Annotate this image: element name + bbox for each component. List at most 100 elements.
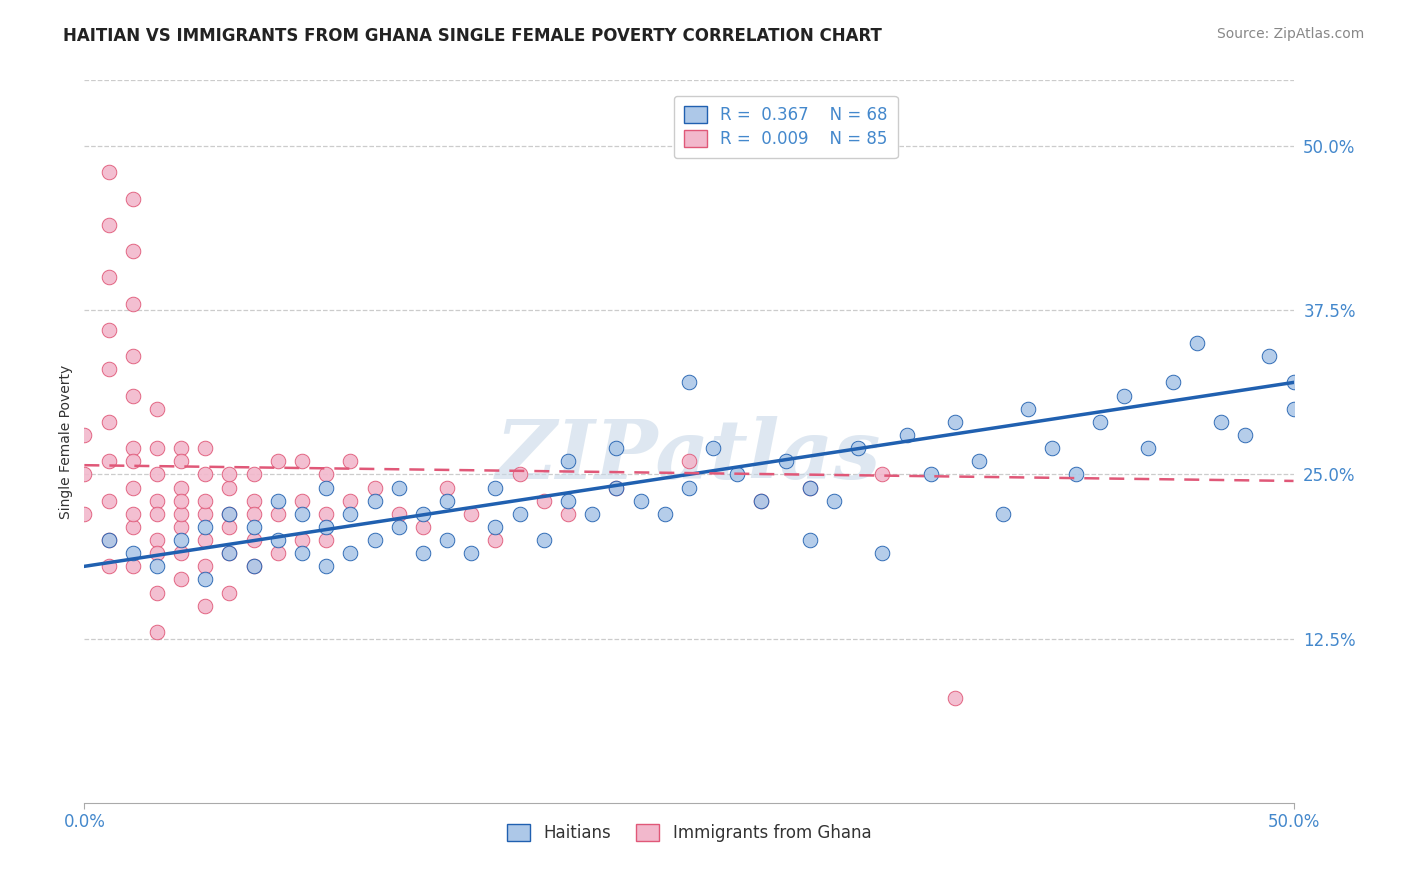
Point [1234,428,1257,442]
Point [823,493,845,508]
Point [146,559,169,574]
Point [194,533,217,547]
Point [121,388,143,402]
Legend: Haitians, Immigrants from Ghana: Haitians, Immigrants from Ghana [501,817,877,848]
Point [436,493,458,508]
Point [339,507,361,521]
Point [678,454,700,468]
Point [751,493,773,508]
Point [1282,376,1305,390]
Point [97,454,120,468]
Point [315,533,337,547]
Point [121,296,143,310]
Text: Source: ZipAtlas.com: Source: ZipAtlas.com [1216,27,1364,41]
Point [146,507,169,521]
Point [1088,415,1111,429]
Point [678,481,700,495]
Point [242,533,264,547]
Point [751,493,773,508]
Point [943,415,966,429]
Point [533,493,555,508]
Text: HAITIAN VS IMMIGRANTS FROM GHANA SINGLE FEMALE POVERTY CORRELATION CHART: HAITIAN VS IMMIGRANTS FROM GHANA SINGLE … [63,27,882,45]
Point [363,481,385,495]
Point [218,585,240,599]
Point [121,454,143,468]
Point [170,546,193,560]
Point [121,507,143,521]
Point [146,533,169,547]
Point [121,441,143,455]
Point [388,520,411,534]
Point [412,546,434,560]
Point [725,467,748,482]
Point [97,218,120,232]
Point [872,467,894,482]
Point [170,493,193,508]
Point [363,533,385,547]
Point [242,559,264,574]
Point [1282,401,1305,416]
Point [775,454,797,468]
Point [218,546,240,560]
Point [315,507,337,521]
Point [557,454,579,468]
Point [146,546,169,560]
Point [267,507,290,521]
Point [121,520,143,534]
Point [267,454,290,468]
Point [1017,401,1039,416]
Point [97,362,120,376]
Point [654,507,676,521]
Point [339,546,361,560]
Point [121,546,143,560]
Point [121,349,143,363]
Point [194,599,217,613]
Point [484,481,506,495]
Point [1209,415,1232,429]
Point [146,401,169,416]
Point [339,454,361,468]
Point [194,559,217,574]
Point [509,467,531,482]
Point [97,415,120,429]
Point [194,520,217,534]
Point [702,441,724,455]
Point [194,441,217,455]
Point [267,493,290,508]
Text: ZIPatlas: ZIPatlas [496,416,882,496]
Point [557,507,579,521]
Point [97,270,120,285]
Point [73,428,96,442]
Point [170,520,193,534]
Point [121,244,143,258]
Point [1258,349,1281,363]
Point [291,454,314,468]
Point [267,533,290,547]
Point [605,481,627,495]
Point [97,323,120,337]
Point [967,454,990,468]
Point [993,507,1015,521]
Point [315,520,337,534]
Point [533,533,555,547]
Point [630,493,652,508]
Point [388,507,411,521]
Point [484,533,506,547]
Point [1064,467,1087,482]
Point [97,533,120,547]
Point [315,481,337,495]
Point [363,493,385,508]
Point [218,507,240,521]
Point [678,376,700,390]
Point [218,467,240,482]
Point [1040,441,1063,455]
Point [194,467,217,482]
Point [291,493,314,508]
Point [509,507,531,521]
Point [460,546,482,560]
Point [896,428,918,442]
Point [170,507,193,521]
Point [194,493,217,508]
Point [121,481,143,495]
Point [242,467,264,482]
